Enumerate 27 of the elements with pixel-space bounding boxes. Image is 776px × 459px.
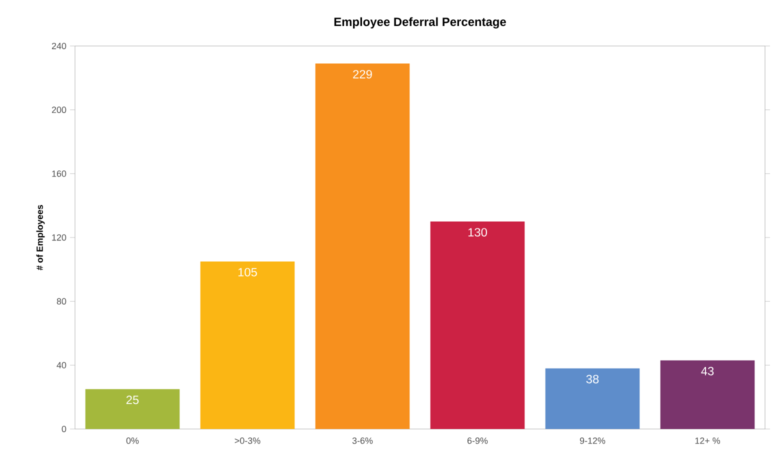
bar	[85, 389, 180, 429]
y-tick-label: 200	[52, 106, 66, 114]
y-axis-title: # of Employees	[36, 204, 45, 270]
data-label: 43	[701, 366, 714, 376]
bar	[200, 261, 295, 429]
y-tick-label: 240	[52, 42, 66, 50]
y-tick-label: 80	[56, 298, 66, 305]
y-tick-label: 40	[56, 362, 66, 368]
data-label: 130	[468, 228, 488, 237]
y-tick-label: 0	[62, 426, 66, 432]
bar	[315, 64, 410, 429]
x-tick-label: 0%	[126, 438, 139, 444]
data-label: 229	[353, 70, 372, 79]
bar	[660, 360, 755, 429]
y-tick-label: 120	[52, 234, 66, 241]
data-label: 105	[238, 268, 257, 276]
x-tick-label: 9-12%	[580, 438, 606, 444]
data-label: 38	[586, 374, 599, 384]
x-tick-label: >0-3%	[234, 438, 260, 444]
chart-title: Employee Deferral Percentage	[334, 17, 506, 28]
bar	[545, 368, 640, 429]
x-tick-label: 12+ %	[695, 438, 720, 444]
x-tick-label: 6-9%	[467, 438, 488, 444]
bar	[430, 222, 525, 429]
data-label: 25	[126, 396, 139, 404]
x-tick-label: 3-6%	[352, 438, 373, 444]
y-tick-label: 160	[52, 170, 66, 177]
